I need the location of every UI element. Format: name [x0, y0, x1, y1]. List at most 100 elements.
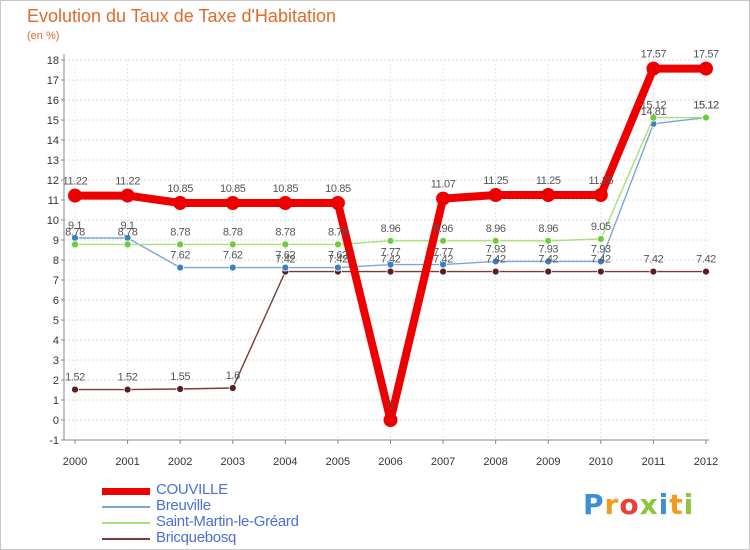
data-point — [176, 385, 185, 393]
logo-letter: P — [583, 488, 605, 521]
y-tick-label: 10 — [47, 215, 59, 227]
data-point — [386, 236, 395, 245]
data-point — [491, 236, 500, 245]
legend-label: Saint-Martin-le-Gréard — [156, 513, 299, 530]
x-tick-label: 2012 — [694, 456, 718, 468]
data-label: 7.93 — [538, 243, 558, 255]
logo-letter: r — [604, 488, 620, 521]
data-label: 8.96 — [538, 223, 558, 235]
data-point — [228, 240, 237, 249]
x-tick-label: 2001 — [115, 456, 139, 468]
legend-swatch — [102, 522, 150, 524]
chart-title: Evolution du Taux de Taxe d'Habitation — [27, 6, 336, 26]
data-point — [334, 240, 342, 249]
data-label: 8.96 — [433, 223, 453, 235]
series-saint-martin-le-gr-ard — [71, 113, 710, 249]
y-tick-label: 3 — [53, 355, 59, 367]
data-label: 8.78 — [275, 226, 295, 238]
y-tick-label: 15 — [47, 115, 59, 127]
data-point — [593, 188, 608, 202]
data-point — [68, 188, 82, 203]
data-point — [225, 196, 240, 210]
y-tick-label: 9 — [53, 235, 59, 247]
data-label: 7.62 — [170, 250, 190, 262]
data-label: 1.6 — [226, 370, 240, 382]
x-axis-ticks: 2000 2001 2002 2003 2004 2005 2006 2007 2008 2009… — [63, 440, 718, 468]
proxiti-logo: Proxiti — [583, 488, 694, 521]
data-label: 10.85 — [325, 183, 351, 195]
data-point — [330, 196, 345, 210]
y-tick-label: 4 — [53, 335, 59, 347]
data-label: 9.1 — [68, 220, 82, 232]
data-label: 7.42 — [433, 254, 453, 266]
data-label: 8.78 — [65, 226, 85, 238]
data-label: 11.22 — [115, 176, 140, 188]
data-point — [281, 240, 290, 249]
data-label: 11.25 — [588, 175, 613, 187]
data-point — [71, 240, 79, 249]
data-point — [176, 263, 185, 272]
y-tick-label: 1 — [53, 395, 59, 407]
data-label: 8.96 — [486, 223, 506, 235]
data-label: 8.78 — [223, 226, 243, 238]
data-point — [123, 240, 132, 249]
data-point — [334, 263, 342, 272]
data-label: 15.12 — [693, 100, 719, 112]
data-point — [439, 260, 447, 269]
data-label: 11.07 — [431, 179, 456, 191]
data-point — [123, 385, 132, 394]
data-label: 8.96 — [381, 223, 401, 235]
data-point — [278, 196, 293, 210]
data-point — [439, 267, 447, 276]
y-tick-label: -1 — [49, 435, 59, 447]
x-tick-label: 2007 — [431, 456, 455, 468]
legend-label: Breuville — [156, 497, 211, 514]
data-point — [386, 260, 395, 269]
y-tick-label: 13 — [47, 155, 59, 167]
data-point — [491, 267, 500, 276]
y-tick-label: 11 — [48, 195, 59, 207]
data-point — [386, 267, 395, 276]
legend-swatch — [102, 506, 150, 508]
data-label: 7.77 — [433, 247, 453, 259]
data-label: 11.25 — [483, 175, 508, 187]
legend-swatch — [102, 487, 150, 495]
data-label: 8.78 — [118, 226, 138, 238]
data-point — [228, 263, 237, 272]
data-label: 10.85 — [273, 183, 299, 195]
data-point — [596, 257, 605, 266]
data-label: 7.42 — [591, 254, 611, 266]
data-label: 17.57 — [693, 49, 719, 61]
data-point — [596, 235, 605, 243]
data-point — [176, 240, 185, 249]
data-label: 0 — [388, 400, 394, 412]
data-label: 1.52 — [118, 372, 138, 384]
data-label: 7.42 — [486, 254, 506, 266]
legend-label: Bricquebosq — [156, 529, 237, 546]
data-label: 1.52 — [65, 372, 85, 384]
data-label: 7.42 — [696, 254, 716, 266]
data-point — [544, 236, 553, 245]
data-label: 15.12 — [641, 100, 667, 112]
x-tick-label: 2008 — [483, 456, 507, 468]
data-point — [439, 236, 447, 245]
data-label: 7.77 — [381, 247, 401, 259]
data-label: 7.62 — [275, 250, 295, 262]
data-point — [488, 188, 503, 202]
y-tick-label: 0 — [53, 415, 59, 427]
data-point — [702, 267, 710, 276]
series-couville — [68, 61, 713, 427]
data-point — [544, 267, 553, 276]
data-labels: 11.22 11.22 10.85 10.85 10.85 10.85 0 11.07 11.2… — [63, 49, 720, 412]
y-tick-label: 17 — [47, 75, 59, 87]
data-label: 11.25 — [536, 175, 561, 187]
chart-subtitle: (en %) — [27, 30, 60, 42]
data-label: 11.22 — [63, 176, 88, 188]
data-point — [491, 257, 500, 266]
data-label: 7.42 — [538, 254, 558, 266]
y-tick-label: 12 — [47, 175, 59, 187]
data-label: 8.78 — [328, 226, 348, 238]
